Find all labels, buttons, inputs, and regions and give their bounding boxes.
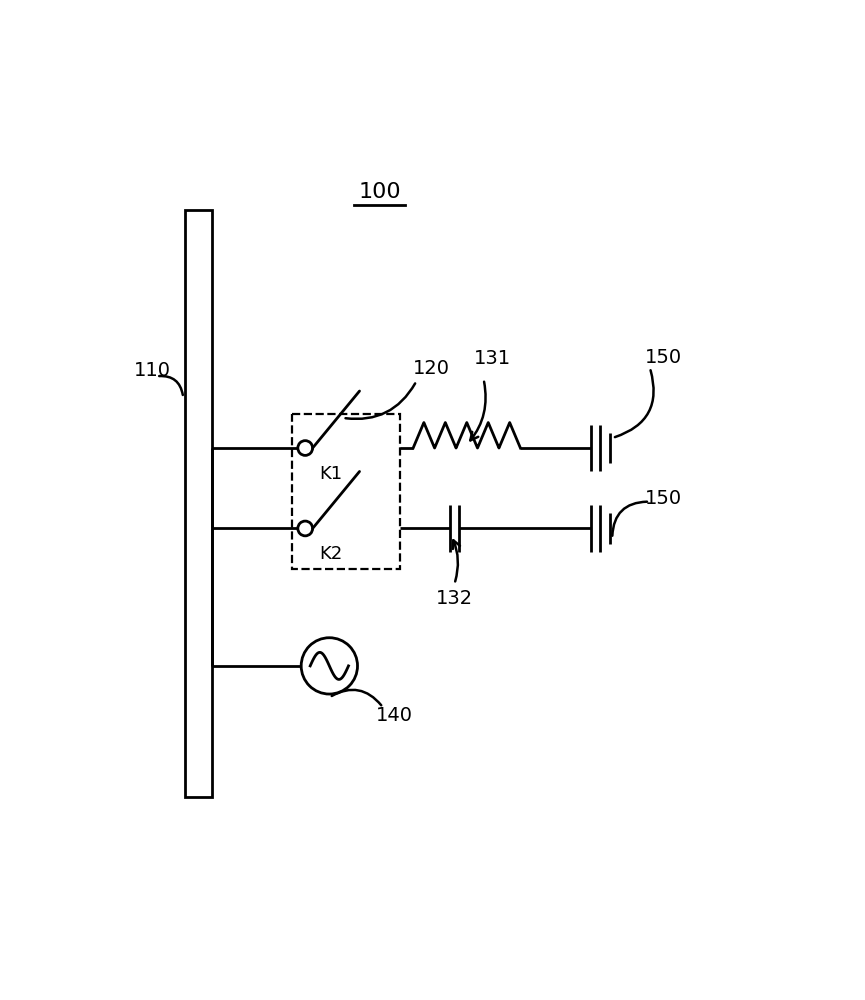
Bar — [185, 210, 212, 797]
Text: 100: 100 — [358, 182, 401, 202]
Text: 110: 110 — [133, 361, 170, 380]
Text: 150: 150 — [644, 489, 682, 508]
Text: 131: 131 — [473, 349, 510, 368]
Text: K1: K1 — [319, 465, 343, 483]
Text: 150: 150 — [644, 348, 682, 367]
Text: 120: 120 — [413, 359, 450, 378]
Text: K2: K2 — [319, 545, 343, 563]
FancyBboxPatch shape — [292, 414, 400, 569]
Text: 140: 140 — [376, 706, 413, 725]
Text: 132: 132 — [436, 589, 473, 608]
